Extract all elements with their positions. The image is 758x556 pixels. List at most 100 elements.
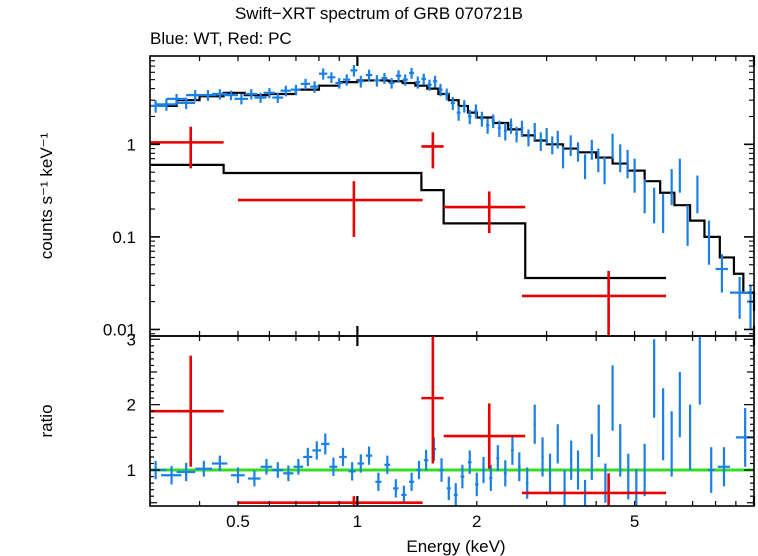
data-point [439,458,444,482]
data-point [633,158,636,193]
data-point [254,92,267,103]
data-point [619,144,622,173]
data-point [321,433,330,455]
series-pc [150,126,667,336]
data-point [150,355,224,467]
x-tick-label: 2 [472,512,481,531]
ratio-frame [149,335,755,507]
data-point [583,154,587,180]
data-point [381,72,388,84]
y-tick-label: 1 [127,135,136,154]
data-point [421,132,444,169]
data-point [467,109,472,125]
data-point [503,122,507,141]
x-tick-label: 0.5 [226,512,250,531]
data-point [541,437,544,477]
data-point [365,69,373,82]
data-point [643,179,646,214]
data-point [551,136,554,155]
series-pc [150,336,667,506]
data-point [230,467,245,484]
data-point [176,97,196,110]
data-point [348,462,356,481]
data-point [517,452,521,482]
data-point [460,464,465,489]
data-point [556,424,559,464]
data-point [548,453,552,493]
data-point [195,460,213,477]
data-point [670,169,673,206]
data-point [176,462,196,482]
data-point [533,122,536,141]
data-point [312,441,322,460]
data-point [310,81,319,93]
data-point [150,126,224,169]
data-point [212,455,228,472]
data-point [423,449,429,471]
data-point [199,90,216,101]
data-point [670,411,673,477]
data-point [707,220,711,265]
data-point [576,450,580,490]
x-axis-label: Energy (keV) [406,537,505,556]
data-point [511,436,514,465]
data-point [443,191,526,234]
data-point [597,404,600,457]
x-tick-label: 1 [353,512,362,531]
data-point [643,443,646,497]
data-point [485,118,490,134]
data-point [480,111,484,127]
data-point [260,458,273,475]
data-point [475,472,479,497]
data-point [481,456,486,484]
data-point [569,135,572,156]
data-point [590,434,593,480]
data-point [678,158,681,193]
data-point [611,365,614,431]
data-point [688,404,692,471]
model-line-wt [150,79,756,311]
spectrum-panel: 0.01 0.1 1 counts s⁻¹ keV⁻¹ [37,55,756,339]
data-point [590,139,593,160]
data-point [293,458,304,475]
data-point [521,473,667,506]
data-point [619,424,622,477]
data-point [686,205,689,246]
data-point [339,447,347,467]
data-point [402,74,408,86]
data-point [527,129,530,147]
data-point [415,76,421,89]
data-point [237,181,423,237]
series-wt [150,336,754,506]
data-point [604,463,607,503]
data-point [327,72,336,83]
data-point [357,75,365,88]
model-line-pc [150,163,667,280]
data-point [497,120,501,138]
data-point [730,276,749,319]
y-axis-label: counts s⁻¹ keV⁻¹ [37,132,56,259]
data-point [462,100,467,113]
data-point [456,105,461,121]
data-point [388,78,395,89]
data-point [626,149,629,179]
data-point [491,114,495,129]
data-point [272,92,284,103]
data-point [212,89,228,100]
data-point [421,336,444,464]
data-point [318,68,328,80]
data-point [223,90,238,101]
data-point [715,254,729,293]
data-point [446,476,451,501]
data-point [611,133,614,159]
data-point [409,67,415,79]
data-point [603,156,606,185]
y-axis-label: ratio [37,404,56,437]
data-point [234,93,249,105]
y-tick-label: 1 [127,461,136,480]
data-point [489,464,493,491]
data-point [401,485,407,505]
data-point [653,339,656,418]
data-point [263,88,276,99]
data-point [248,470,261,487]
